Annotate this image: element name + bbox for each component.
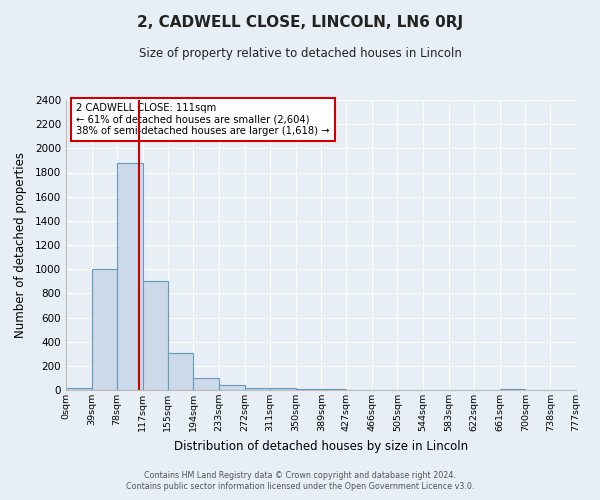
Bar [168, 352, 193, 390]
Bar [270, 388, 296, 390]
Text: Size of property relative to detached houses in Lincoln: Size of property relative to detached ho… [139, 48, 461, 60]
Bar [219, 384, 245, 390]
Bar [92, 269, 117, 390]
Bar [322, 389, 346, 390]
Bar [117, 163, 143, 390]
Bar [245, 388, 270, 390]
Bar [193, 378, 219, 390]
Text: Contains public sector information licensed under the Open Government Licence v3: Contains public sector information licen… [126, 482, 474, 491]
Bar [296, 389, 322, 390]
Text: 2, CADWELL CLOSE, LINCOLN, LN6 0RJ: 2, CADWELL CLOSE, LINCOLN, LN6 0RJ [137, 15, 463, 30]
Bar [66, 388, 92, 390]
Text: 2 CADWELL CLOSE: 111sqm
← 61% of detached houses are smaller (2,604)
38% of semi: 2 CADWELL CLOSE: 111sqm ← 61% of detache… [76, 103, 330, 136]
X-axis label: Distribution of detached houses by size in Lincoln: Distribution of detached houses by size … [174, 440, 468, 452]
Y-axis label: Number of detached properties: Number of detached properties [14, 152, 26, 338]
Text: Contains HM Land Registry data © Crown copyright and database right 2024.: Contains HM Land Registry data © Crown c… [144, 471, 456, 480]
Bar [143, 281, 168, 390]
